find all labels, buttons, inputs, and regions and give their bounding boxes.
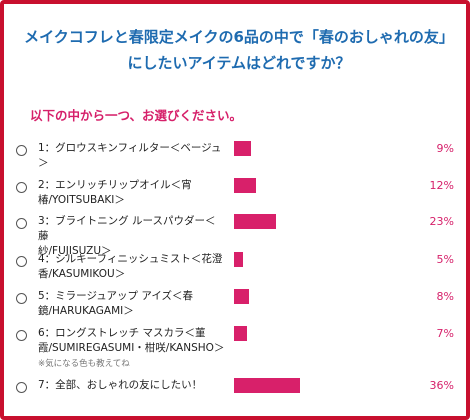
option-5-bar xyxy=(234,289,249,304)
option-4-label-line-2: 香/KASUMIKOU＞ xyxy=(38,268,126,280)
option-1-radio[interactable] xyxy=(16,145,27,156)
option-2-bar xyxy=(234,178,256,193)
question-title: メイクコフレと春限定メイクの6品の中で「春のおしゃれの友」 にしたいアイテムはど… xyxy=(4,24,470,76)
option-6-percent: 7% xyxy=(436,327,454,340)
question-title-line-1: メイクコフレと春限定メイクの6品の中で「春のおしゃれの友」 xyxy=(24,28,454,46)
option-3-label-line-2: 紗/FUJISUZU＞ xyxy=(38,245,112,257)
option-7-radio[interactable] xyxy=(16,382,27,393)
option-2-label-line-1: 2：エンリッチリップオイル＜宵 xyxy=(38,179,192,191)
option-3-radio[interactable] xyxy=(16,218,27,229)
option-5-label-line-2: 鏡/HARUKAGAMI＞ xyxy=(38,305,134,317)
option-2-label-line-2: 椿/YOITSUBAKI＞ xyxy=(38,194,125,206)
option-4-radio[interactable] xyxy=(16,256,27,267)
option-2-radio[interactable] xyxy=(16,182,27,193)
option-4-label: 4：シルキーフィニッシュミスト＜花澄 香/KASUMIKOU＞ xyxy=(38,252,224,282)
option-1-bar xyxy=(234,141,251,156)
option-5-percent: 8% xyxy=(436,290,454,303)
option-4-percent: 5% xyxy=(436,253,454,266)
option-4-bar xyxy=(234,252,243,267)
option-3-label: 3：ブライトニング ルースパウダー＜藤 紗/FUJISUZU＞ xyxy=(38,214,224,259)
option-7-percent: 36% xyxy=(429,379,454,392)
option-2-percent: 12% xyxy=(429,179,454,192)
option-5-label: 5：ミラージュアップ アイズ＜春 鏡/HARUKAGAMI＞ xyxy=(38,289,224,319)
option-5-radio[interactable] xyxy=(16,293,27,304)
option-3-label-line-1: 3：ブライトニング ルースパウダー＜藤 xyxy=(38,215,216,242)
option-4-label-line-1: 4：シルキーフィニッシュミスト＜花澄 xyxy=(38,253,223,265)
option-5-label-line-1: 5：ミラージュアップ アイズ＜春 xyxy=(38,290,194,302)
option-6-label-line-1: 6：ロングストレッチ マスカラ＜菫 xyxy=(38,327,206,339)
option-6-label: 6：ロングストレッチ マスカラ＜菫 霞/SUMIREGASUMI・柑咲/KANS… xyxy=(38,326,234,356)
option-6-radio[interactable] xyxy=(16,330,27,341)
option-1-label: 1：グロウスキンフィルター＜ベージュ ＞ xyxy=(38,141,224,171)
instruction-text: 以下の中から一つ、お選びください。 xyxy=(30,108,243,123)
option-1-label-line-2: ＞ xyxy=(38,157,49,169)
option-3-bar xyxy=(234,214,276,229)
option-6-bar xyxy=(234,326,247,341)
option-1-percent: 9% xyxy=(436,142,454,155)
option-7-label-line-1: 7：全部、おしゃれの友にしたい！ xyxy=(38,379,203,391)
option-3-percent: 23% xyxy=(429,215,454,228)
question-title-line-2: にしたいアイテムはどれですか？ xyxy=(127,54,351,72)
option-7-bar xyxy=(234,378,300,393)
option-7-label: 7：全部、おしゃれの友にしたい！ xyxy=(38,378,238,393)
option-1-label-line-1: 1：グロウスキンフィルター＜ベージュ xyxy=(38,142,222,154)
option-2-label: 2：エンリッチリップオイル＜宵 椿/YOITSUBAKI＞ xyxy=(38,178,224,208)
option-6-note: ※気になる色も教えてね xyxy=(38,359,130,369)
option-6-label-line-2: 霞/SUMIREGASUMI・柑咲/KANSHO＞ xyxy=(38,342,225,354)
